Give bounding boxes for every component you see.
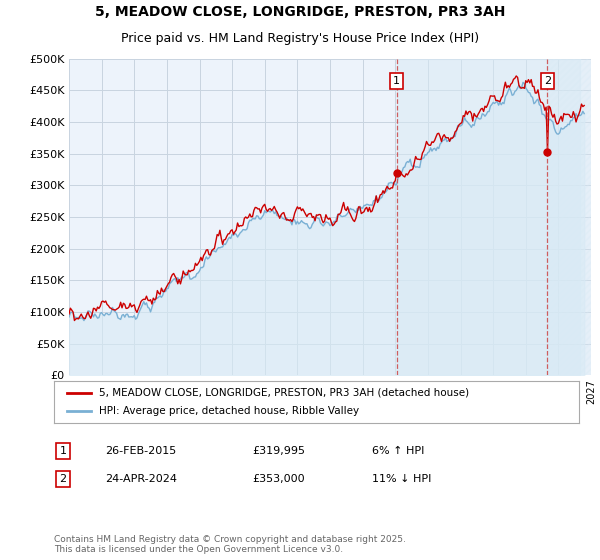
Text: 1: 1: [393, 76, 400, 86]
Text: Contains HM Land Registry data © Crown copyright and database right 2025.
This d: Contains HM Land Registry data © Crown c…: [54, 535, 406, 554]
Text: £353,000: £353,000: [252, 474, 305, 484]
Text: £319,995: £319,995: [252, 446, 305, 456]
Text: 2: 2: [544, 76, 551, 86]
Text: 26-FEB-2015: 26-FEB-2015: [105, 446, 176, 456]
Text: 5, MEADOW CLOSE, LONGRIDGE, PRESTON, PR3 3AH (detached house): 5, MEADOW CLOSE, LONGRIDGE, PRESTON, PR3…: [98, 388, 469, 398]
Text: 11% ↓ HPI: 11% ↓ HPI: [372, 474, 431, 484]
Text: 2: 2: [59, 474, 67, 484]
Text: 5, MEADOW CLOSE, LONGRIDGE, PRESTON, PR3 3AH: 5, MEADOW CLOSE, LONGRIDGE, PRESTON, PR3…: [95, 5, 505, 19]
Text: 1: 1: [59, 446, 67, 456]
Text: Price paid vs. HM Land Registry's House Price Index (HPI): Price paid vs. HM Land Registry's House …: [121, 32, 479, 45]
Text: 24-APR-2024: 24-APR-2024: [105, 474, 177, 484]
Text: HPI: Average price, detached house, Ribble Valley: HPI: Average price, detached house, Ribb…: [98, 406, 359, 416]
Text: 6% ↑ HPI: 6% ↑ HPI: [372, 446, 424, 456]
